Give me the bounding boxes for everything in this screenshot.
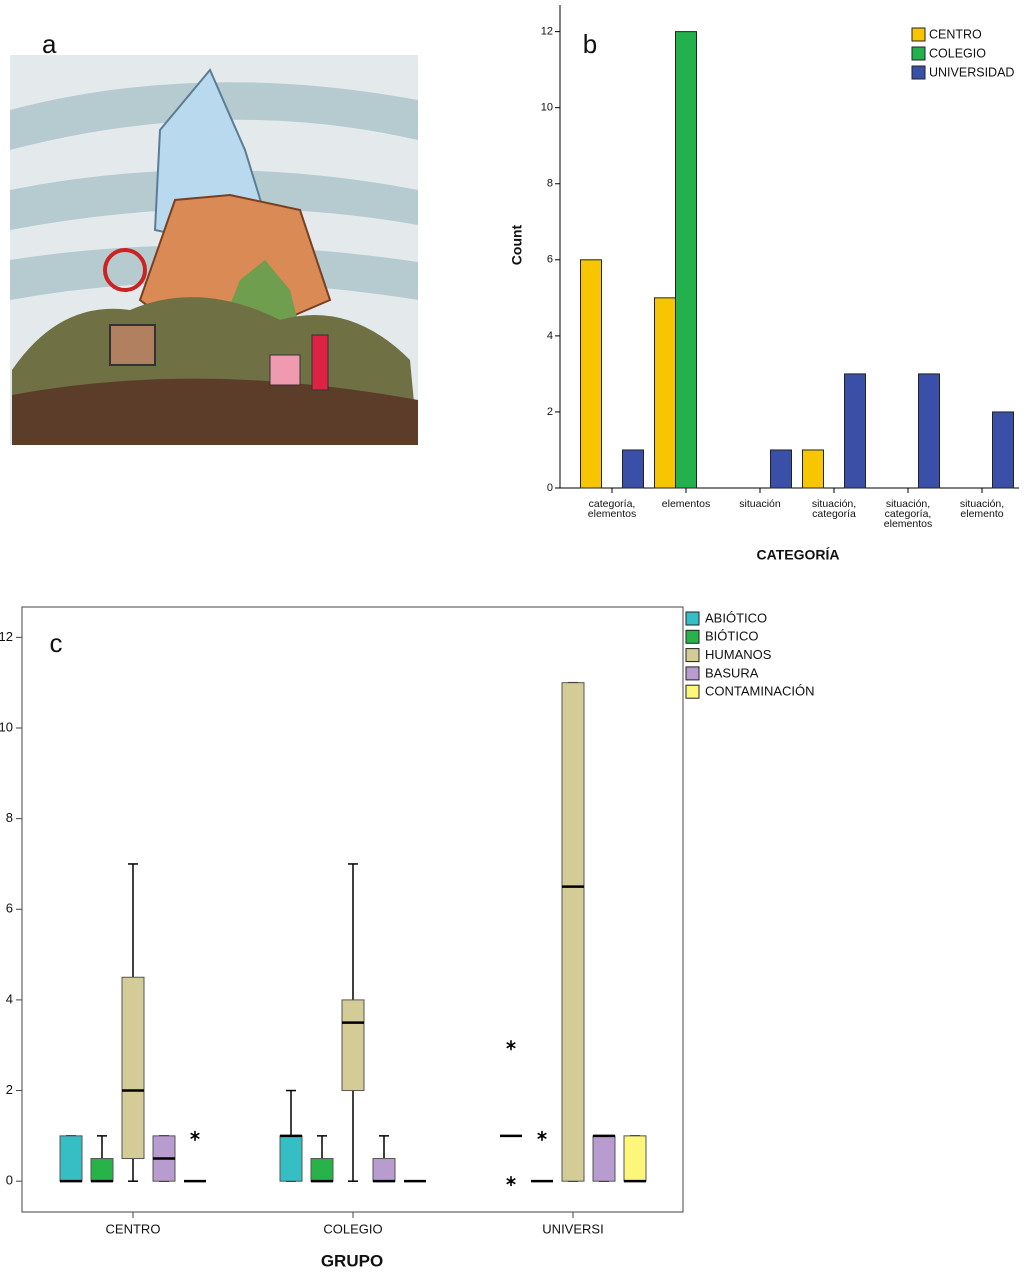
y-tick-label: 6 bbox=[547, 254, 553, 266]
outlier bbox=[506, 1040, 516, 1051]
x-tick-label: UNIVERSI bbox=[542, 1221, 603, 1236]
legend-label: ABIÓTICO bbox=[705, 610, 767, 625]
box bbox=[59, 1135, 83, 1182]
box bbox=[341, 999, 365, 1092]
box bbox=[623, 1135, 647, 1182]
bar bbox=[580, 259, 602, 489]
y-tick-label: 4 bbox=[6, 991, 13, 1006]
legend-swatch bbox=[685, 629, 700, 644]
outlier bbox=[506, 1176, 516, 1187]
panel-label: c bbox=[50, 628, 63, 658]
x-tick-label: situación bbox=[739, 498, 781, 510]
box bbox=[592, 1135, 616, 1182]
x-tick-label: CENTRO bbox=[106, 1221, 161, 1236]
legend-swatch bbox=[685, 611, 700, 626]
bar bbox=[844, 373, 866, 489]
box bbox=[269, 354, 301, 386]
bar bbox=[675, 31, 697, 489]
y-tick-label: 12 bbox=[0, 629, 13, 644]
y-tick-label: 4 bbox=[547, 330, 553, 342]
bar bbox=[654, 297, 676, 489]
y-tick-label: 10 bbox=[0, 719, 13, 734]
box bbox=[372, 1158, 396, 1182]
x-tick-label: categoría, elementos bbox=[588, 498, 636, 520]
legend-swatch bbox=[685, 666, 700, 681]
bar bbox=[802, 449, 824, 489]
box-chart: 0 2 4 6 8 10 12 CENTRO COLEGIO UNIVERSI ABIÓTICO BI… bbox=[0, 606, 815, 1270]
legend-label: COLEGIO bbox=[929, 46, 986, 60]
x-tick-label: situación, categoría, elementos bbox=[884, 498, 932, 530]
x-tick-label: situación, elemento bbox=[960, 498, 1004, 520]
legend-label: BIÓTICO bbox=[705, 629, 758, 644]
panel-label: b bbox=[583, 29, 597, 59]
legend-label: CONTAMINACIÓN bbox=[705, 684, 815, 699]
box bbox=[90, 1158, 114, 1182]
bar bbox=[622, 449, 644, 489]
outlier bbox=[537, 1130, 547, 1141]
bar bbox=[992, 411, 1014, 489]
panel-label: a bbox=[42, 29, 57, 59]
bar-chart: 0 2 4 6 8 10 12 categoría, elementos elementos sit… bbox=[509, 5, 1019, 563]
wheel bbox=[103, 248, 147, 292]
legend-label: BASURA bbox=[705, 665, 759, 680]
legend-swatch bbox=[911, 65, 926, 80]
x-axis-title: CATEGORÍA bbox=[757, 547, 840, 563]
box bbox=[279, 1135, 303, 1182]
y-tick-label: 2 bbox=[6, 1082, 13, 1097]
y-tick-label: 12 bbox=[541, 26, 553, 38]
tv bbox=[109, 324, 156, 366]
legend-label: CENTRO bbox=[929, 27, 982, 41]
bar bbox=[918, 373, 940, 489]
legend-label: HUMANOS bbox=[705, 647, 772, 662]
bar bbox=[770, 449, 792, 489]
bottle bbox=[311, 334, 329, 391]
box bbox=[561, 682, 585, 1182]
legend-swatch bbox=[911, 46, 926, 61]
box bbox=[310, 1158, 334, 1182]
y-tick-label: 2 bbox=[547, 406, 553, 418]
box bbox=[121, 976, 145, 1160]
y-tick-label: 0 bbox=[547, 482, 553, 494]
legend-swatch bbox=[911, 27, 926, 42]
legend-label: UNIVERSIDAD bbox=[929, 65, 1014, 79]
y-tick-label: 8 bbox=[547, 178, 553, 190]
y-tick-label: 10 bbox=[541, 102, 553, 114]
legend-swatch bbox=[685, 684, 700, 699]
legend-swatch bbox=[685, 648, 700, 663]
y-axis-title: Count bbox=[509, 224, 525, 265]
y-tick-label: 6 bbox=[6, 901, 13, 916]
y-tick-label: 8 bbox=[6, 810, 13, 825]
x-tick-label: elementos bbox=[662, 498, 710, 510]
outlier bbox=[190, 1130, 200, 1141]
x-axis-title: GRUPO bbox=[321, 1251, 383, 1270]
ground bbox=[12, 378, 418, 445]
y-tick-label: 0 bbox=[6, 1173, 13, 1188]
x-tick-label: COLEGIO bbox=[323, 1221, 382, 1236]
illustration: a bbox=[10, 29, 418, 445]
x-tick-label: situación, categoría bbox=[812, 498, 856, 520]
